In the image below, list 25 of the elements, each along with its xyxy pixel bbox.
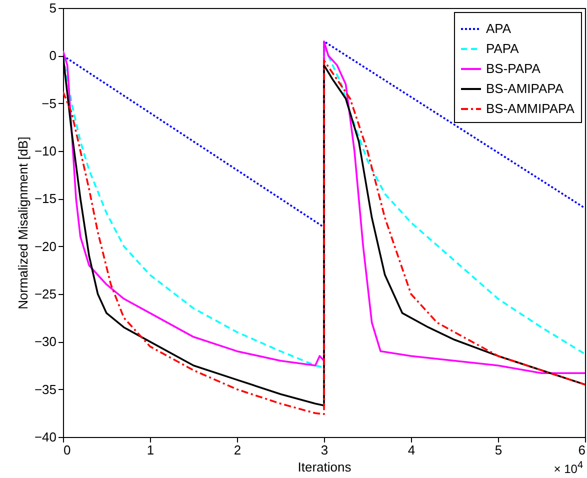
legend-label: BS-PAPA [486, 61, 541, 76]
y-tick-label: −25 [34, 286, 56, 302]
y-tick-label: 5 [49, 0, 56, 16]
legend-label: BS-AMMIPAPA [486, 101, 575, 116]
y-tick-label: −15 [34, 191, 56, 206]
y-tick-label: −35 [34, 382, 56, 397]
y-axis-title: Normalized Misalignment [dB] [15, 136, 30, 310]
y-tick-label: −40 [34, 430, 56, 444]
y-tick-label: −20 [34, 238, 56, 254]
x-tick-label: 5 [494, 442, 502, 458]
x-tick-label: 0 [64, 442, 71, 458]
y-tick-label: −5 [42, 96, 56, 111]
x-tick-label: 1 [146, 442, 154, 458]
text: × 10$^{4}$ [554, 460, 583, 476]
legend-label: APA [486, 21, 512, 36]
x-axis-title: Iterations [298, 460, 352, 474]
y-tick-label: −30 [34, 334, 56, 350]
y-tick-label: 0 [49, 48, 56, 64]
x-tick-label: 4 [408, 442, 416, 458]
legend-label: BS-AMIPAPA [486, 81, 564, 96]
x-tick-label: 2 [234, 442, 242, 458]
y-tick-label: −10 [34, 144, 56, 158]
x-tick-label: 6 [578, 442, 586, 458]
x-tick-label: 3 [320, 442, 328, 458]
legend-label: PAPA [486, 41, 520, 56]
